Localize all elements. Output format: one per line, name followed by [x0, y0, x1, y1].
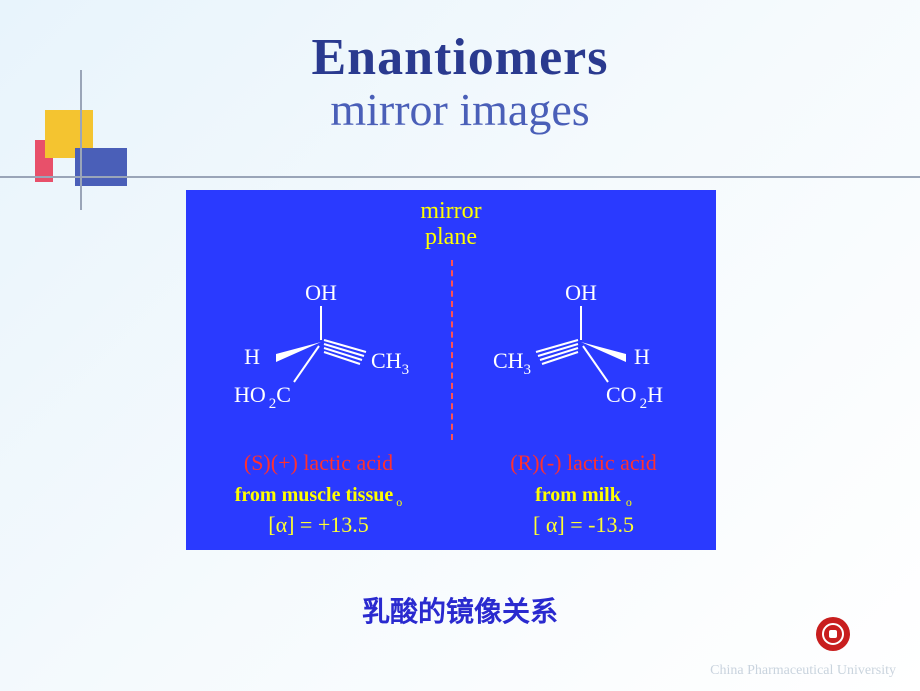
- chemistry-panel: mirrorplane OH H CH3 HO2C OH H: [186, 190, 716, 550]
- title-line-2: mirror images: [0, 83, 920, 136]
- molecule-right: OH H CH3 CO2H: [476, 278, 686, 423]
- rotation-right: [ α] = -13.5: [451, 512, 716, 538]
- chinese-caption: 乳酸的镜像关系: [0, 590, 920, 630]
- group-cooh: CO2H: [606, 382, 663, 412]
- compound-name-left: (S)(+) lactic acid: [186, 450, 451, 476]
- deco-square-blue: [75, 148, 127, 186]
- group-h: H: [634, 344, 650, 369]
- rotation-left: [α] = +13.5: [186, 512, 451, 538]
- source-left: from muscle tissue o: [186, 484, 451, 510]
- group-ch3: CH3: [371, 348, 409, 378]
- mirror-plane-line: [451, 260, 453, 440]
- horizontal-rule: [0, 176, 920, 178]
- group-oh: OH: [565, 280, 597, 305]
- mirror-plane-text: mirrorplane: [420, 198, 481, 250]
- molecule-right-svg: OH H CH3 CO2H: [476, 278, 686, 418]
- university-badge-icon: [816, 617, 850, 651]
- group-cooh: HO2C: [234, 382, 291, 412]
- molecule-left: OH H CH3 HO2C: [216, 278, 426, 423]
- group-oh: OH: [305, 280, 337, 305]
- title-line-1: Enantiomers: [0, 28, 920, 87]
- group-h: H: [244, 344, 260, 369]
- molecule-left-svg: OH H CH3 HO2C: [216, 278, 426, 418]
- mirror-plane-label: mirrorplane: [186, 198, 716, 251]
- slide-title: Enantiomers mirror images: [0, 0, 920, 136]
- vertical-rule: [80, 70, 82, 210]
- footer-text: China Pharmaceutical University: [710, 663, 896, 679]
- compound-name-right: (R)(-) lactic acid: [451, 450, 716, 476]
- source-right: from milk o: [451, 484, 716, 510]
- group-ch3: CH3: [493, 348, 531, 378]
